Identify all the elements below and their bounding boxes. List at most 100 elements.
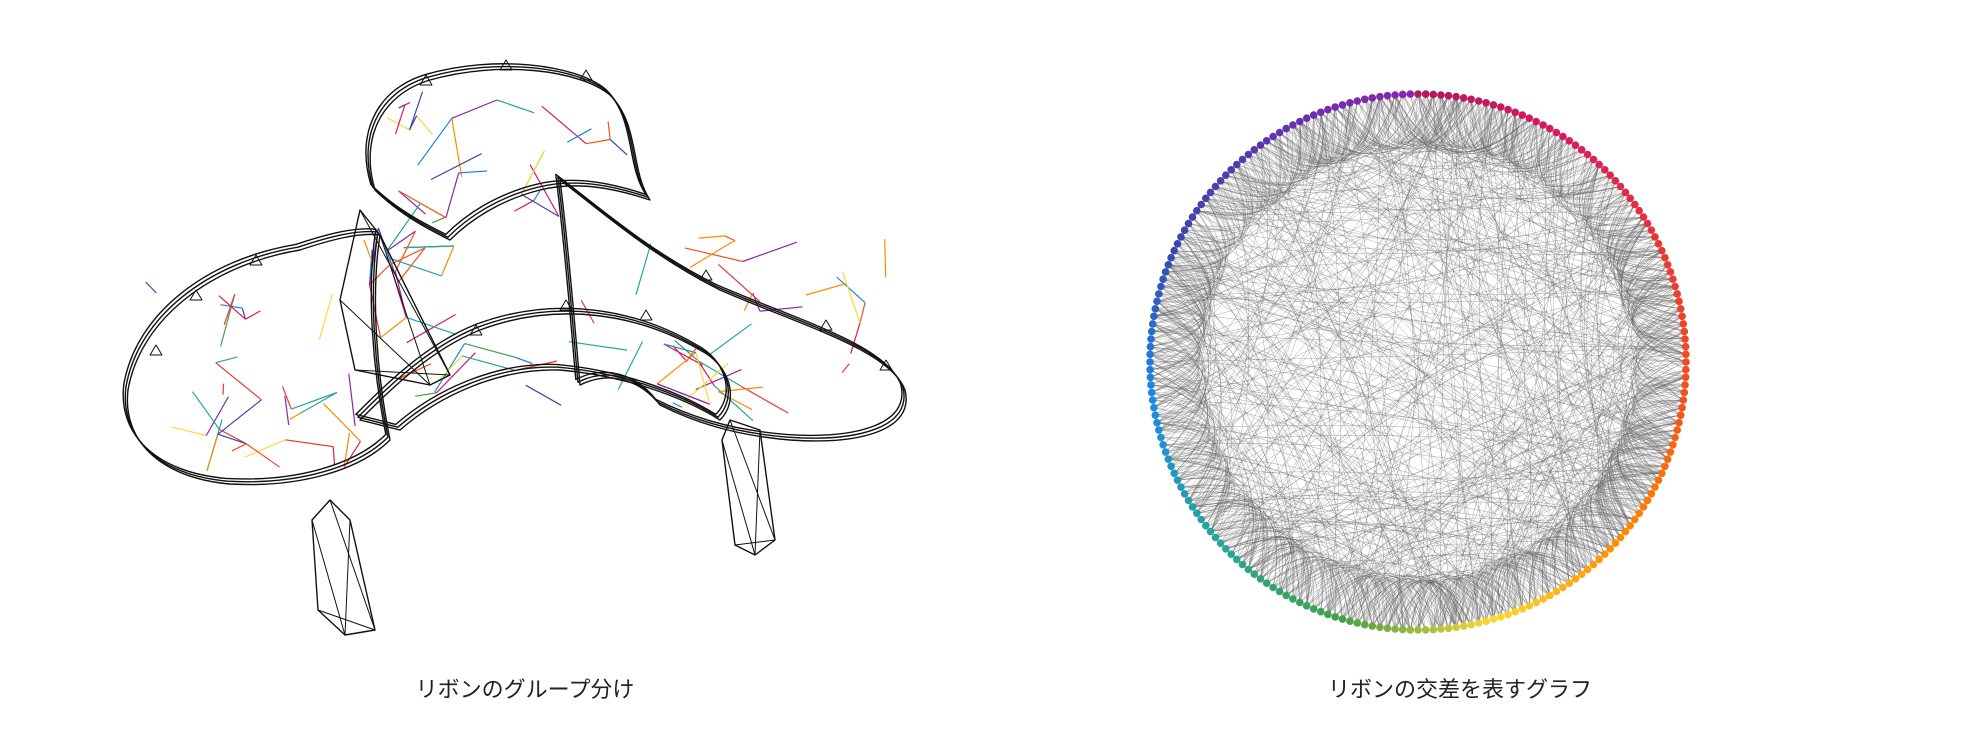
graph-edge xyxy=(1349,102,1668,460)
graph-edge xyxy=(1266,96,1381,165)
graph-edge xyxy=(1210,504,1250,538)
graph-edge xyxy=(1475,573,1509,624)
graph-edge xyxy=(1177,478,1254,565)
graph-node xyxy=(1635,206,1643,215)
graph-edge xyxy=(1165,271,1676,295)
graph-edge xyxy=(1184,96,1457,231)
graph-node xyxy=(1368,622,1377,630)
graph-edge xyxy=(1168,264,1530,606)
graph-edge xyxy=(1617,447,1671,494)
graph-edge xyxy=(1171,452,1218,481)
graph-edge xyxy=(1610,216,1662,260)
graph-node xyxy=(1595,555,1603,564)
graph-node xyxy=(1616,533,1625,542)
graph-node xyxy=(1654,240,1663,248)
graph-edge xyxy=(1254,140,1289,184)
graph-node xyxy=(1577,570,1586,578)
graph-edge xyxy=(1586,498,1640,549)
graph-node xyxy=(1282,124,1290,133)
graph-node xyxy=(1669,275,1677,284)
graph-edge xyxy=(1535,121,1681,416)
graph-edge xyxy=(1201,95,1388,208)
graph-edge xyxy=(1192,486,1236,520)
ribbon-group-segment xyxy=(697,360,741,387)
graph-edge xyxy=(1272,560,1487,622)
graph-node xyxy=(1227,550,1235,558)
graph-edge xyxy=(1174,250,1487,622)
graph-edge xyxy=(1433,94,1594,565)
graph-node xyxy=(1678,312,1686,321)
graph-edge xyxy=(1394,94,1434,630)
ribbon-column-brace xyxy=(754,429,761,556)
graph-node xyxy=(1177,233,1185,241)
ribbon-group-segment xyxy=(496,99,535,114)
graph-node xyxy=(1289,595,1297,603)
graph-edge xyxy=(1149,361,1208,474)
ribbon-group-segment xyxy=(445,172,460,218)
ribbon-group-segment xyxy=(205,396,230,436)
graph-edge xyxy=(1327,414,1681,615)
graph-node xyxy=(1227,166,1235,174)
graph-node xyxy=(1250,570,1259,578)
ribbon-group-segment xyxy=(386,202,422,252)
graph-edge xyxy=(1160,99,1366,287)
graph-node xyxy=(1621,188,1630,197)
graph-node xyxy=(1474,619,1483,627)
graph-edge xyxy=(1272,136,1611,549)
graph-edge xyxy=(1547,128,1644,221)
ribbon-group-segment xyxy=(363,239,373,262)
graph-edge xyxy=(1583,164,1648,232)
ribbon-group-segment xyxy=(663,343,697,354)
graph-node xyxy=(1681,381,1689,389)
graph-node xyxy=(1289,121,1297,129)
graph-node xyxy=(1571,141,1580,149)
graph-edge xyxy=(1589,164,1676,287)
ribbon-node-marker xyxy=(559,299,573,311)
ribbon-group-segment xyxy=(440,245,455,277)
graph-edge xyxy=(1155,308,1464,627)
ribbon-column-brace xyxy=(721,439,756,556)
ribbon-group-segment xyxy=(322,403,361,442)
graph-node xyxy=(1654,476,1663,485)
graph-node xyxy=(1639,503,1648,511)
graph-edge xyxy=(1335,331,1685,618)
graph-node xyxy=(1170,469,1178,478)
graph-edge xyxy=(1334,94,1434,147)
graph-edge xyxy=(1279,564,1426,631)
ribbon-group-segment xyxy=(348,373,356,427)
graph-node xyxy=(1482,617,1490,625)
graph-node xyxy=(1444,624,1453,633)
graph-node xyxy=(1673,426,1681,434)
ribbon-group-segment xyxy=(245,310,261,320)
graph-edge xyxy=(1608,210,1662,259)
graph-edge xyxy=(1618,216,1684,325)
graph-edge xyxy=(1292,109,1334,161)
ribbon-group-segment xyxy=(663,343,703,366)
ribbon-group-segment xyxy=(884,239,887,278)
graph-node xyxy=(1211,182,1220,191)
graph-edge xyxy=(1152,323,1229,532)
graph-edge xyxy=(1196,175,1250,514)
graph-edge xyxy=(1196,210,1336,617)
graph-edge xyxy=(1248,377,1686,570)
ribbon-group-segment xyxy=(567,128,592,143)
graph-edge xyxy=(1514,112,1626,201)
graph-edge xyxy=(1379,94,1403,143)
graph-node xyxy=(1262,137,1271,145)
graph-node xyxy=(1525,602,1534,610)
graph-edge xyxy=(1620,223,1687,370)
graph-edge xyxy=(1292,124,1662,474)
graph-edge xyxy=(1236,164,1479,624)
graph-edge xyxy=(1633,293,1681,314)
graph-edge xyxy=(1313,567,1339,615)
ribbon-group-segment xyxy=(284,396,290,426)
graph-node xyxy=(1146,350,1154,359)
graph-node xyxy=(1406,626,1415,634)
graph-edge xyxy=(1632,406,1683,438)
ribbon-edge-line xyxy=(124,230,389,483)
ribbon-edge-line xyxy=(555,173,903,436)
graph-node xyxy=(1532,117,1540,126)
graph-edge xyxy=(1493,540,1605,620)
graph-edge xyxy=(1160,250,1212,291)
graph-edge xyxy=(1514,112,1681,416)
